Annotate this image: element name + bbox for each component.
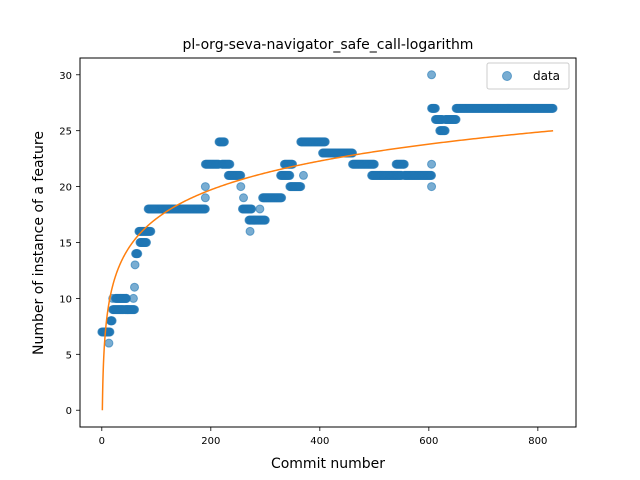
data-point [225,159,235,169]
y-axis-ticks: 0 5 10 15 20 25 30 [59,71,80,417]
data-point [427,159,437,169]
data-point [440,126,450,136]
y-tick-label: 15 [59,239,72,250]
data-point [219,137,229,147]
data-point [128,293,138,303]
data-point [200,204,210,214]
legend-marker-data [502,71,512,81]
data-point [296,182,306,192]
data-point [130,305,140,315]
legend: data [486,62,570,90]
y-tick-label: 25 [59,127,72,138]
data-point [146,226,156,236]
data-point [130,260,140,270]
x-axis-label: Commit number [271,456,385,472]
data-point [285,170,295,180]
data-point [427,70,437,80]
data-point [427,170,437,180]
y-tick-label: 0 [66,406,72,417]
data-point [320,137,330,147]
data-point [548,103,558,113]
data-point [245,226,255,236]
y-tick-label: 5 [66,350,72,361]
data-point [132,249,142,259]
data-point [142,238,151,247]
data-point [427,182,437,192]
x-tick-label: 600 [419,436,438,447]
plot-area [97,70,558,411]
data-point [236,182,246,192]
data-point [106,316,116,326]
x-tick-label: 0 [99,436,105,447]
data-point [298,170,308,180]
data-point [104,338,114,348]
data-point [399,159,409,169]
data-point [239,193,249,203]
data-point [200,193,210,203]
x-axis-ticks: 0 200 400 600 800 [99,427,547,447]
y-tick-label: 20 [59,183,72,194]
y-axis-label: Number of instance of a feature [31,131,47,355]
y-tick-label: 30 [59,71,72,82]
y-tick-label: 10 [59,294,72,305]
fit-line [101,129,554,411]
data-point [247,204,257,214]
legend-box [486,62,570,90]
data-point [149,204,159,214]
data-point [451,115,461,124]
legend-label-data: data [533,69,560,83]
data-point [277,193,287,203]
data-point [130,282,140,292]
data-point [200,182,210,192]
x-tick-label: 200 [201,436,220,447]
data-point [369,159,379,169]
chart-title: pl-org-seva-navigator_safe_call-logarith… [183,37,474,53]
data-point [428,103,438,113]
x-tick-label: 400 [310,436,329,447]
data-point [260,215,270,225]
x-tick-label: 800 [528,436,547,447]
data-point [255,204,265,214]
